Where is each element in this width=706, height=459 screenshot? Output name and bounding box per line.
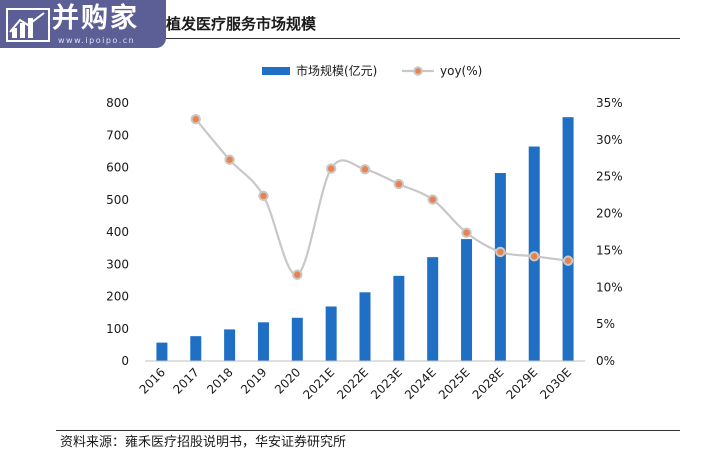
- footer-divider: [56, 430, 680, 431]
- yoy-marker: [292, 269, 303, 280]
- source-note: 资料来源：雍禾医疗招股说明书，华安证券研究所: [60, 435, 347, 450]
- left-tick-label: 300: [106, 257, 129, 271]
- legend-line-label: yoy(%): [440, 64, 482, 78]
- yoy-marker: [495, 246, 506, 258]
- x-tick-label: 2021E: [300, 365, 337, 402]
- yoy-marker: [190, 114, 201, 125]
- left-tick-label: 600: [106, 161, 129, 175]
- right-tick-label: 20%: [596, 207, 623, 221]
- bar: [190, 336, 202, 361]
- right-tick-label: 5%: [596, 317, 615, 331]
- legend-line-marker: [413, 66, 423, 76]
- bar: [494, 172, 506, 361]
- legend-bar-swatch: [262, 67, 290, 75]
- yoy-marker: [393, 178, 405, 190]
- left-tick-label: 700: [106, 128, 129, 142]
- x-tick-label: 2028E: [470, 365, 507, 402]
- bar: [393, 275, 405, 361]
- right-tick-label: 30%: [596, 133, 623, 147]
- bar: [224, 329, 236, 361]
- x-tick-label: 2020: [272, 365, 303, 396]
- logo-text: 并购家: [52, 3, 139, 34]
- x-tick-label: 2018: [204, 365, 235, 396]
- logo-url: www.ipoipo.cn: [58, 36, 136, 45]
- x-tick-label: 2024E: [402, 365, 439, 402]
- yoy-marker: [325, 163, 337, 174]
- right-tick-label: 25%: [596, 170, 623, 184]
- bar: [359, 292, 371, 361]
- site-logo: 并购家 www.ipoipo.cn: [0, 0, 166, 48]
- x-tick-label: 2025E: [436, 365, 473, 402]
- bar-series: [156, 117, 574, 361]
- bar: [325, 306, 337, 361]
- left-tick-label: 0: [121, 354, 129, 368]
- bar: [562, 117, 574, 361]
- chart-legend: 市场规模(亿元) yoy(%): [262, 63, 482, 78]
- right-tick-label: 10%: [596, 280, 623, 294]
- left-tick-label: 100: [106, 322, 129, 336]
- bar: [291, 317, 303, 361]
- yoy-line: [194, 118, 569, 276]
- yoy-marker: [529, 251, 540, 262]
- x-tick-label: 2016: [137, 365, 168, 396]
- chart-title: 植发医疗服务市场规模: [166, 15, 317, 33]
- right-tick-label: 15%: [596, 243, 623, 257]
- chart-logo-icon: [6, 8, 50, 42]
- x-tick-label: 2030E: [537, 365, 574, 402]
- left-axis: 0 100 200 300 400 500 600 700 800: [106, 96, 129, 368]
- left-tick-label: 800: [106, 96, 129, 110]
- x-tick-label: 2029E: [503, 365, 540, 402]
- x-tick-label: 2022E: [334, 365, 371, 402]
- x-tick-label: 2023E: [368, 365, 405, 402]
- yoy-marker: [359, 164, 371, 175]
- bar: [427, 257, 439, 361]
- bar: [156, 342, 168, 361]
- x-tick-label: 2019: [238, 365, 269, 396]
- left-tick-label: 200: [106, 290, 129, 304]
- bar: [257, 322, 269, 361]
- x-axis: 2016 2017 2018 2019 20202021E2022E2023E2024E…: [137, 365, 575, 402]
- left-tick-label: 400: [106, 225, 129, 239]
- right-axis: 0% 5% 10% 15% 20% 25% 30% 35%: [596, 96, 623, 368]
- bar: [461, 239, 473, 361]
- right-tick-label: 0%: [596, 354, 615, 368]
- left-tick-label: 500: [106, 193, 129, 207]
- yoy-marker: [258, 190, 269, 202]
- yoy-markers: [190, 114, 574, 280]
- yoy-marker: [224, 154, 235, 165]
- yoy-marker: [427, 194, 438, 205]
- legend-bar-label: 市场规模(亿元): [296, 63, 377, 78]
- title-divider: [166, 38, 680, 39]
- x-tick-label: 2017: [170, 365, 201, 396]
- yoy-marker: [461, 227, 472, 238]
- yoy-marker: [562, 255, 574, 266]
- right-tick-label: 35%: [596, 96, 623, 110]
